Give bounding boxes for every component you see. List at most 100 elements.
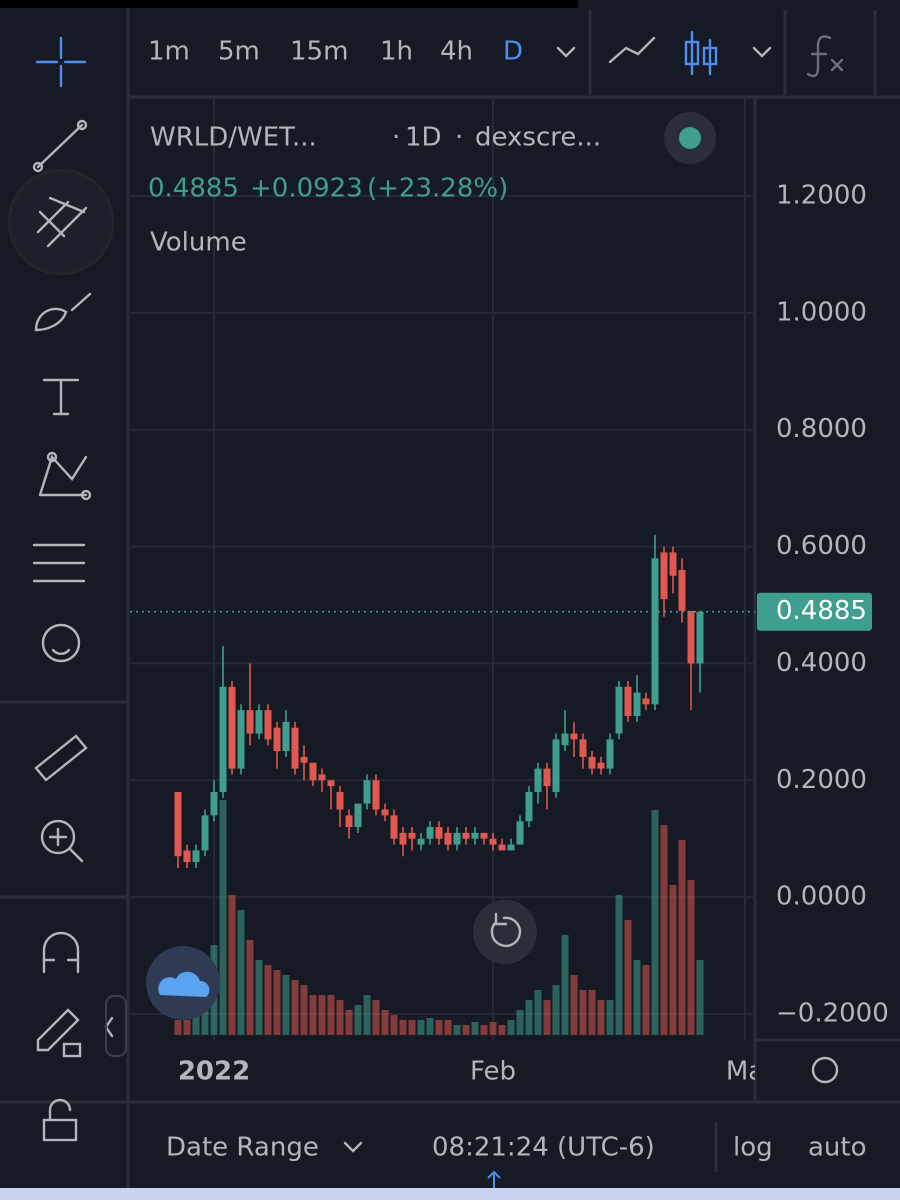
candle-body: [210, 791, 218, 816]
volume-bar: [183, 1020, 191, 1035]
auto-toggle[interactable]: auto: [808, 1133, 867, 1163]
interval-button[interactable]: 1h: [380, 37, 413, 67]
study: Volume: [150, 228, 247, 258]
candle-body: [354, 803, 362, 828]
volume-bar: [372, 1000, 380, 1035]
reset-icon: [490, 912, 522, 948]
volume-bar: [318, 995, 326, 1035]
time-marker: [487, 1170, 501, 1188]
volume-bar: [237, 910, 245, 1035]
volume-bar: [255, 960, 263, 1035]
y-tick-label: 1.2000: [776, 181, 867, 211]
last-price-label: 0.4885: [776, 596, 867, 626]
volume-bar: [471, 1022, 479, 1035]
volume-bar: [633, 960, 641, 1035]
volume-bar: [426, 1018, 434, 1035]
volume-bar: [579, 990, 587, 1035]
interval-button[interactable]: D: [503, 37, 523, 67]
candle-body: [507, 844, 515, 851]
y-tick-label: 0.4000: [776, 648, 867, 678]
volume-bar: [264, 965, 272, 1035]
volume-bar: [462, 1025, 470, 1035]
candle-body: [282, 721, 290, 752]
date-range[interactable]: Date Range: [166, 1133, 319, 1163]
y-tick-label: 0.2000: [776, 765, 867, 795]
y-tick-label: 0.8000: [776, 414, 867, 444]
volume-bar: [417, 1020, 425, 1035]
candle-body: [687, 610, 695, 664]
price: 0.4885: [148, 174, 239, 204]
candle-body: [192, 850, 200, 863]
interval-button[interactable]: 5m: [218, 37, 260, 67]
y-tick-label: 1.0000: [776, 297, 867, 327]
volume-bar: [615, 895, 623, 1035]
volume-bar: [489, 1022, 497, 1035]
candle-body: [408, 832, 416, 839]
symbol: WRLD/WET...: [150, 123, 317, 153]
volume-bar: [570, 975, 578, 1035]
y-tick-label: 0.6000: [776, 531, 867, 561]
change: +0.0923: [250, 174, 363, 204]
volume-bar: [552, 985, 560, 1035]
candle-body: [228, 686, 236, 769]
candle-body: [615, 686, 623, 734]
candle-body: [399, 832, 407, 845]
candle-body: [516, 821, 524, 845]
plot: [130, 97, 755, 1040]
candle-body: [390, 815, 398, 839]
volume-bar: [174, 1020, 182, 1035]
candle-body: [318, 774, 326, 781]
volume-bar: [507, 1020, 515, 1035]
volume-bar: [498, 1025, 506, 1035]
interval-button[interactable]: 15m: [290, 37, 348, 67]
candle-body: [363, 780, 371, 804]
volume-bar: [219, 800, 227, 1035]
interval-button[interactable]: 4h: [440, 37, 473, 67]
candle-body: [237, 710, 245, 769]
interval-button[interactable]: 1m: [148, 37, 190, 67]
volume-bar: [444, 1020, 452, 1035]
log-toggle[interactable]: log: [733, 1133, 773, 1163]
volume-bar: [561, 935, 569, 1035]
reset-button[interactable]: [473, 900, 537, 964]
last-price-badge: [757, 592, 872, 631]
collapse-button[interactable]: [105, 995, 127, 1057]
candle-body: [372, 780, 380, 810]
volume-bar: [246, 940, 254, 1035]
candle-body: [570, 733, 578, 740]
y-tick-label: 0.0000: [776, 882, 867, 912]
candle-body: [624, 686, 632, 717]
candle-body: [444, 832, 452, 845]
candle-body: [534, 768, 542, 792]
volume-bar: [651, 810, 659, 1035]
volume-bar: [300, 985, 308, 1035]
volume-bar: [408, 1020, 416, 1035]
volume-bar: [543, 1000, 551, 1035]
candle-body: [246, 710, 254, 734]
volume-bar: [660, 825, 668, 1035]
candle-body: [633, 692, 641, 717]
candle-body: [651, 558, 659, 705]
candle-body: [588, 756, 596, 769]
candle-body: [174, 791, 182, 857]
status-dot: [679, 127, 701, 149]
candle-body: [327, 780, 335, 787]
candle-body: [660, 552, 668, 600]
volume-bar: [291, 980, 299, 1035]
candle-body: [309, 762, 317, 781]
candle-body: [417, 838, 425, 845]
candle-body: [291, 727, 299, 769]
dot: ·: [392, 123, 400, 153]
candle-body: [462, 832, 470, 839]
candle-body: [561, 733, 569, 746]
dot: ·: [455, 123, 463, 153]
volume-bar: [624, 920, 632, 1035]
candle-body: [336, 791, 344, 810]
volume-bar: [399, 1020, 407, 1035]
volume-bar: [678, 840, 686, 1035]
volume-bar: [381, 1010, 389, 1035]
x-tick-label: Ma: [726, 1057, 764, 1087]
candle-body: [669, 552, 677, 576]
x-tick-label: Feb: [470, 1057, 516, 1087]
volume-bar: [516, 1010, 524, 1035]
